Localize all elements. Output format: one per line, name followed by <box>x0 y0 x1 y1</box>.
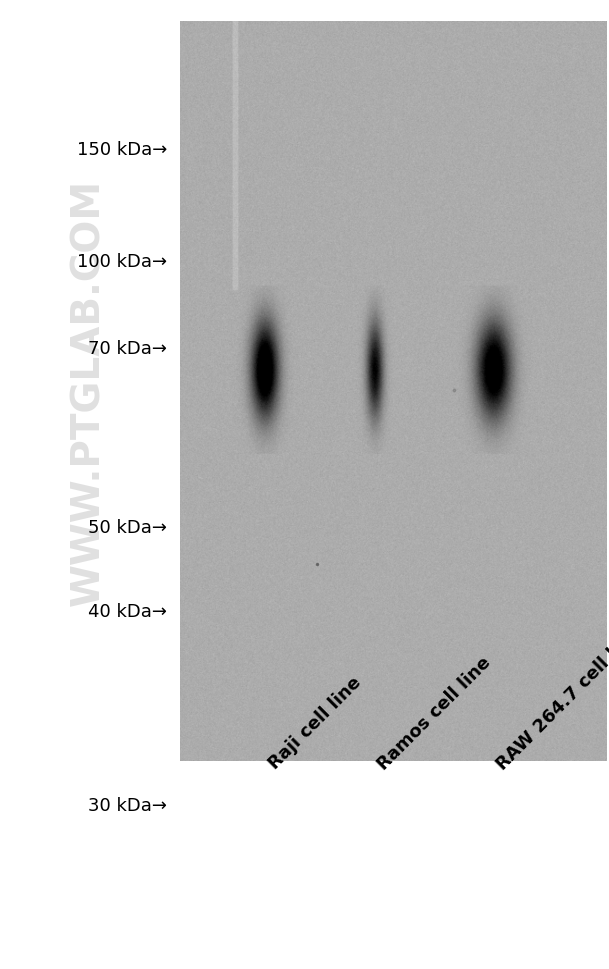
Text: WWW.PTGLAB.COM: WWW.PTGLAB.COM <box>69 179 107 606</box>
Text: 70 kDa→: 70 kDa→ <box>88 340 167 358</box>
Text: Ramos cell line: Ramos cell line <box>375 653 495 773</box>
Text: RAW 264.7 cell line: RAW 264.7 cell line <box>493 623 609 773</box>
Text: Raji cell line: Raji cell line <box>265 673 365 773</box>
Text: 50 kDa→: 50 kDa→ <box>88 519 167 537</box>
Text: 100 kDa→: 100 kDa→ <box>77 253 167 270</box>
Text: 150 kDa→: 150 kDa→ <box>77 141 167 159</box>
Text: 40 kDa→: 40 kDa→ <box>88 604 167 621</box>
Text: 30 kDa→: 30 kDa→ <box>88 797 167 815</box>
